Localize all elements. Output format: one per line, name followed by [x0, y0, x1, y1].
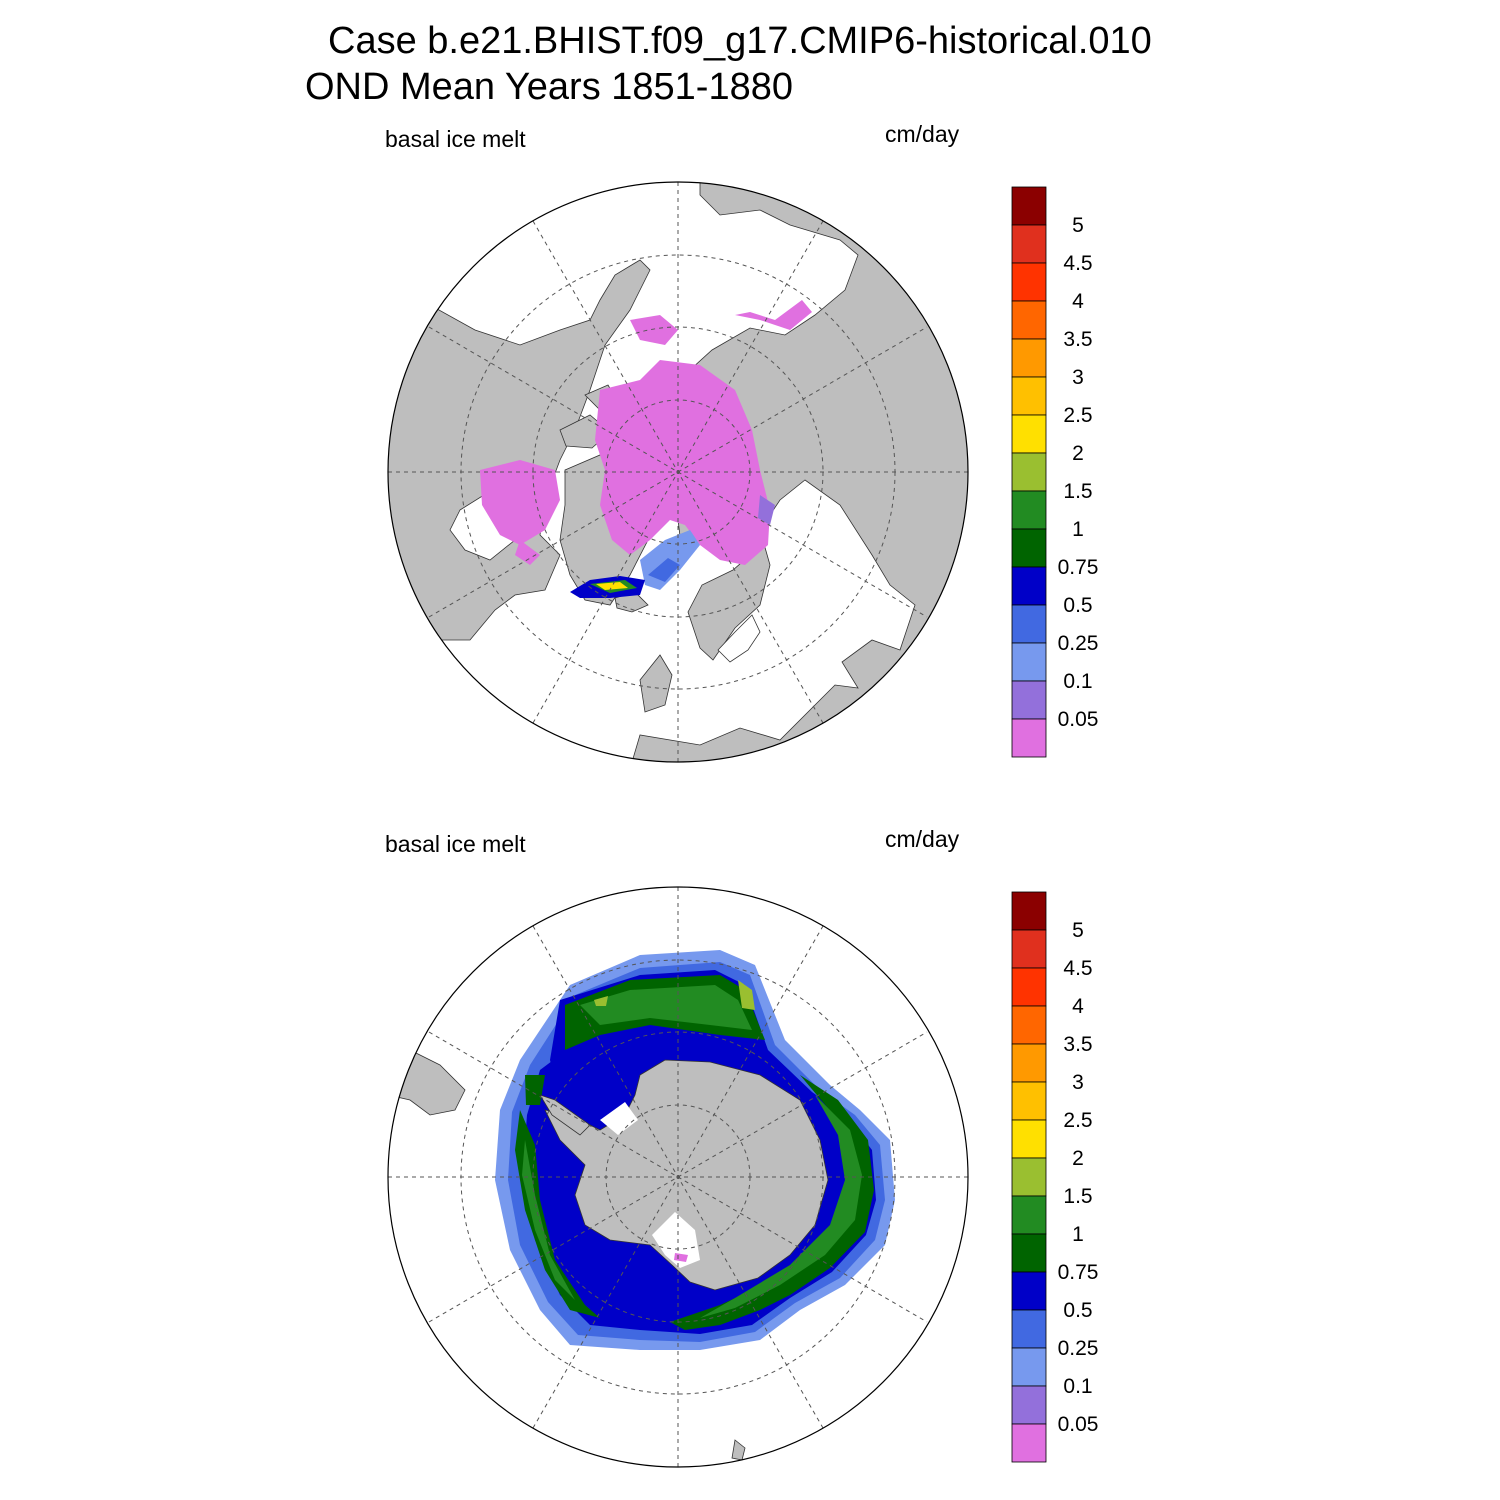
north-colorbar-swatch: [1011, 376, 1047, 416]
north-colorbar-tick-label: 1.5: [1063, 480, 1092, 503]
north-colorbar-tick-label: 3: [1072, 366, 1084, 389]
north-colorbar-tick-label: 5: [1072, 214, 1084, 237]
north-colorbar-swatch: [1011, 718, 1047, 758]
south-colorbar-tick-label: 5: [1072, 919, 1084, 942]
north-polar-map: [387, 181, 969, 763]
north-colorbar-swatch: [1011, 186, 1047, 226]
south-colorbar-tick-label: 2.5: [1063, 1109, 1092, 1132]
south-colorbar-tick-label: 0.5: [1063, 1299, 1092, 1322]
north-colorbar-swatch: [1011, 224, 1047, 264]
north-colorbar-tick-label: 0.25: [1058, 632, 1099, 655]
south-colorbar-tick-label: 3.5: [1063, 1033, 1092, 1056]
north-land-north-america: [388, 259, 651, 641]
south-colorbar-swatch: [1011, 1005, 1047, 1045]
south-colorbar-swatch: [1011, 1081, 1047, 1121]
south-colorbar-swatch: [1011, 1233, 1047, 1273]
south-colorbar-swatch: [1011, 1043, 1047, 1083]
north-colorbar-tick-label: 0.1: [1063, 670, 1092, 693]
south-colorbar-tick-label: 0.1: [1063, 1375, 1092, 1398]
north-colorbar-tick-label: 2: [1072, 442, 1084, 465]
south-colorbar-tick-label: 0.75: [1058, 1261, 1099, 1284]
south-map-border: [387, 886, 969, 1468]
south-colorbar-swatch: [1011, 1347, 1047, 1387]
south-colorbar-tick-label: 3: [1072, 1071, 1084, 1094]
south-graticule: [388, 887, 968, 1467]
south-colorbar-swatch: [1011, 891, 1047, 931]
south-colorbar-swatch: [1011, 1385, 1047, 1425]
south-colorbar-swatch: [1011, 929, 1047, 969]
south-colorbar-swatch: [1011, 1195, 1047, 1235]
south-ice-melt-east-band: [670, 1075, 874, 1330]
north-graticule: [388, 182, 968, 762]
south-colorbar-tick-label: 0.05: [1058, 1413, 1099, 1436]
south-ice-melt-west-band: [515, 1110, 600, 1318]
south-colorbar-tick-label: 2: [1072, 1147, 1084, 1170]
north-panel-units-label: cm/day: [885, 121, 960, 147]
north-colorbar-tick-label: 2.5: [1063, 404, 1092, 427]
south-colorbar-tick-label: 1.5: [1063, 1185, 1092, 1208]
south-colorbar-tick-label: 1: [1072, 1223, 1084, 1246]
north-colorbar-swatch: [1011, 452, 1047, 492]
north-colorbar-swatch: [1011, 414, 1047, 454]
south-panel-units-label: cm/day: [885, 826, 960, 852]
north-colorbar-swatch: [1011, 262, 1047, 302]
north-colorbar-tick-label: 0.5: [1063, 594, 1092, 617]
north-colorbar-tick-label: 0.05: [1058, 708, 1099, 731]
north-colorbar-tick-label: 4.5: [1063, 252, 1092, 275]
south-colorbar-swatch: [1011, 1271, 1047, 1311]
figure-title-line-2: OND Mean Years 1851-1880: [305, 66, 793, 108]
north-colorbar-swatch: [1011, 300, 1047, 340]
north-colorbar-swatch: [1011, 680, 1047, 720]
north-colorbar-tick-label: 3.5: [1063, 328, 1092, 351]
north-colorbar-swatch: [1011, 604, 1047, 644]
north-colorbar-swatch: [1011, 642, 1047, 682]
south-colorbar-swatch: [1011, 1119, 1047, 1159]
north-map-border: [387, 181, 969, 763]
south-colorbar: 5 4.5 4 3.5 3 2.5 2 1.5 1 0.75 0.5 0.25 0.1 0.05: [1011, 891, 1099, 1463]
south-colorbar-tick-label: 4.5: [1063, 957, 1092, 980]
south-colorbar-swatch: [1011, 967, 1047, 1007]
south-colorbar-swatch: [1011, 1309, 1047, 1349]
north-colorbar-swatch: [1011, 490, 1047, 530]
figure-title-line-1: Case b.e21.BHIST.f09_g17.CMIP6-historica…: [328, 20, 1152, 62]
north-colorbar-swatch: [1011, 566, 1047, 606]
south-polar-map: [387, 886, 969, 1468]
south-panel-variable-label: basal ice melt: [385, 831, 526, 857]
north-colorbar-tick-label: 4: [1072, 290, 1084, 313]
south-colorbar-swatch: [1011, 1423, 1047, 1463]
north-land-eurasia: [631, 182, 968, 762]
north-colorbar-swatch: [1011, 528, 1047, 568]
south-colorbar-tick-label: 0.25: [1058, 1337, 1099, 1360]
north-panel-variable-label: basal ice melt: [385, 126, 526, 152]
north-colorbar-swatch: [1011, 338, 1047, 378]
south-colorbar-swatch: [1011, 1157, 1047, 1197]
north-colorbar-tick-label: 0.75: [1058, 556, 1099, 579]
south-colorbar-tick-label: 4: [1072, 995, 1084, 1018]
north-colorbar: 5 4.5 4 3.5 3 2.5 2 1.5 1 0.75 0.5 0.25 0.1 0.05: [1011, 186, 1099, 758]
north-colorbar-tick-label: 1: [1072, 518, 1084, 541]
